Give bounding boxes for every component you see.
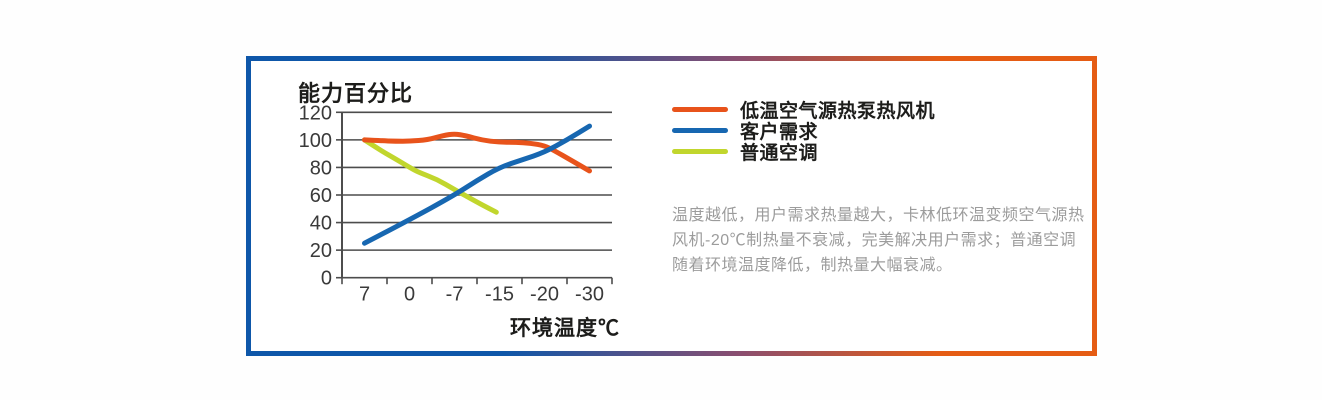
y-tick-label: 60 <box>310 185 332 207</box>
y-tick-label: 120 <box>299 102 332 124</box>
x-tick-label: 7 <box>359 284 370 306</box>
y-axis-title: 能力百分比 <box>298 81 414 106</box>
x-tick-label: -30 <box>575 284 604 306</box>
description-line: 随着环境温度降低，制热量大幅衰减。 <box>672 257 953 274</box>
legend-swatch-icon <box>672 128 728 133</box>
x-tick-label: -15 <box>485 284 514 306</box>
y-tick-label: 0 <box>321 268 332 290</box>
x-axis-title: 环境温度℃ <box>510 317 620 340</box>
y-tick-label: 80 <box>310 157 332 179</box>
legend-swatch-icon <box>672 107 728 112</box>
legend-swatch-icon <box>672 149 728 154</box>
series-line-heat-pump <box>362 131 592 174</box>
legend-label: 普通空调 <box>740 143 819 164</box>
series-line-normal-ac <box>362 137 499 215</box>
legend-label: 低温空气源热泵热风机 <box>740 101 936 122</box>
legend-item: 客户需求 <box>672 120 935 143</box>
line-chart: 0 20 40 60 80 100 120 7 0 -7 -15 -20 -30 <box>299 102 613 306</box>
y-tick-label: 40 <box>310 213 332 235</box>
description-line: 温度越低，用户需求热量越大，卡林低环温变频空气源热 <box>672 207 1085 224</box>
y-tick-label: 100 <box>299 130 332 152</box>
x-tick-label: -20 <box>530 284 559 306</box>
description-line: 风机-20℃制热量不衰减，完美解决用户需求；普通空调 <box>672 232 1077 249</box>
series-line-customer-demand <box>362 123 592 246</box>
legend-item: 低温空气源热泵热风机 <box>672 99 936 122</box>
x-tick-label: -7 <box>446 284 464 306</box>
legend-label: 客户需求 <box>740 122 819 143</box>
x-tick-label: 0 <box>404 284 415 306</box>
description-text: 温度越低，用户需求热量越大，卡林低环温变频空气源热 风机-20℃制热量不衰减，完… <box>672 203 1112 278</box>
chart-legend: 低温空气源热泵热风机 客户需求 普通空调 <box>672 99 936 164</box>
gradient-frame <box>246 56 1097 356</box>
legend-item: 普通空调 <box>672 141 935 164</box>
y-tick-label: 20 <box>310 240 332 262</box>
